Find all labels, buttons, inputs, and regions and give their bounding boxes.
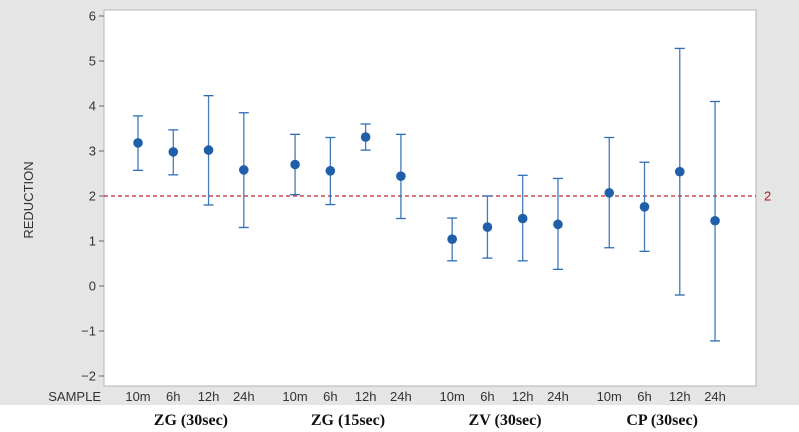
y-tick-label: 0 [89,279,96,294]
x-tick-label: 10m [440,389,465,404]
x-tick-label: 12h [512,389,534,404]
y-tick-label: 4 [89,99,96,114]
x-tick-label: 12h [669,389,691,404]
x-tick-label: 10m [125,389,150,404]
mean-point [710,215,720,226]
group-label: ZG (30sec) [154,412,228,429]
x-axis-title: SAMPLE [48,389,101,404]
mean-point [290,159,300,170]
y-tick-label: 5 [89,54,96,69]
mean-point [639,202,650,212]
mean-point [203,145,214,155]
mean-point [553,219,563,230]
y-axis-title: REDUCTION [21,161,36,238]
x-tick-label: 6h [480,389,494,404]
reference-line-group: 2 [104,189,771,204]
x-tick-label: 24h [233,389,255,404]
x-tick-label: 12h [198,389,220,404]
x-tick-label: 6h [166,389,180,404]
label-band [0,405,799,432]
mean-point [360,132,371,142]
x-tick-label: 12h [355,389,377,404]
mean-point [396,171,406,181]
mean-point [604,188,615,198]
mean-point [447,234,457,244]
plot-area [103,9,757,387]
x-axis-labels: 10m 6h 12h 24h 10m 6h 12h 24h 10m 6h 12h 24h 10m 6h 12… [125,389,726,404]
reference-line-label: 2 [764,189,771,204]
mean-point [325,166,336,176]
mean-point [133,138,143,148]
group-labels: ZG (30sec) ZG (15sec) ZV (30sec) CP (30sec) [154,412,698,429]
y-tick-label: 2 [89,189,96,204]
x-tick-label: 24h [704,389,726,404]
interval-marks [133,47,721,342]
y-tick-label: −2 [81,369,96,384]
y-tick-label: −1 [81,324,96,339]
y-tick-label: 3 [89,144,96,159]
mean-point [239,165,249,175]
y-tick-label: 1 [89,234,96,249]
x-tick-label: 6h [323,389,337,404]
y-axis: −2 −1 0 1 2 3 4 5 6 [81,9,104,384]
group-label: ZG (15sec) [311,412,385,429]
mean-point [517,213,528,224]
group-label: ZV (30sec) [469,412,542,429]
y-tick-label: 6 [89,9,96,24]
x-tick-label: 24h [547,389,569,404]
x-tick-label: 10m [597,389,622,404]
mean-point [168,147,179,157]
mean-point [482,222,493,232]
x-tick-label: 24h [390,389,412,404]
x-tick-label: 10m [282,389,307,404]
mean-point [674,166,685,177]
group-label: CP (30sec) [626,412,698,429]
x-tick-label: 6h [637,389,651,404]
